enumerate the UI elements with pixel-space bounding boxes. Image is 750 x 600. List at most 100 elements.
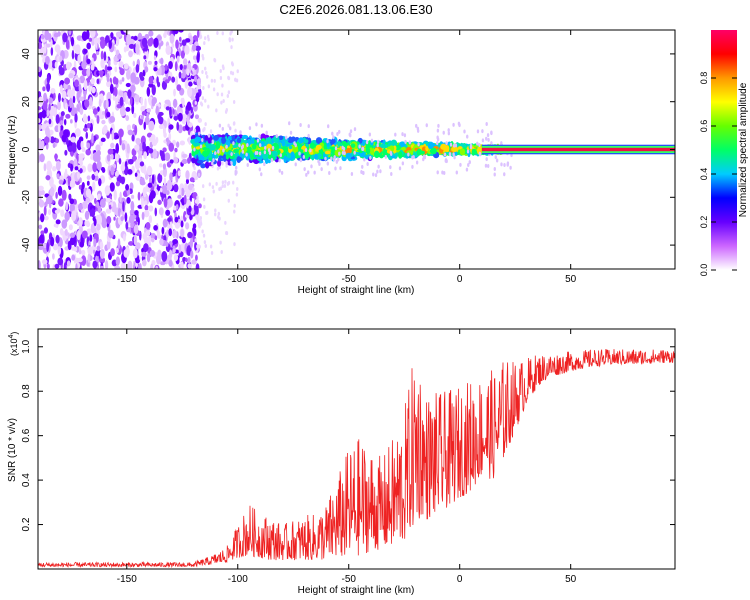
noise-blob — [112, 95, 116, 101]
noise-blob — [87, 253, 91, 263]
snr-panel: -150 -100 -50 0 50 0.2 0.4 0.6 0.8 1.0 Height of… — [7, 328, 676, 596]
signal-halo — [366, 162, 369, 167]
noise-blob — [134, 172, 138, 177]
colorbar-tick-label: 0.8 — [699, 72, 709, 85]
noise-blob — [59, 228, 64, 236]
noise-blob — [223, 183, 227, 188]
noise-blob — [114, 77, 119, 85]
noise-blob — [124, 212, 128, 223]
noise-blob — [68, 193, 72, 201]
noise-blob — [59, 84, 63, 94]
colorbar-tick-label: 0.6 — [699, 120, 709, 133]
signal-halo — [225, 160, 228, 165]
signal-halo — [457, 121, 461, 126]
signal-halo — [307, 133, 310, 138]
signal-blob — [233, 148, 239, 154]
noise-blob — [78, 83, 82, 93]
noise-blob — [86, 68, 91, 77]
noise-blob — [220, 100, 223, 105]
noise-blob — [96, 223, 101, 231]
noise-blob — [73, 246, 78, 252]
y-tick-label: 0.4 — [21, 473, 32, 487]
noise-blob — [176, 55, 180, 63]
signal-halo — [214, 151, 217, 156]
noise-blob — [175, 39, 179, 50]
noise-blob — [154, 207, 158, 217]
noise-blob — [123, 30, 130, 33]
noise-blob — [199, 221, 203, 226]
noise-blob — [205, 74, 209, 79]
colorbar-tick-label: 0.4 — [699, 168, 709, 181]
noise-blob — [69, 202, 75, 213]
noise-blob — [189, 238, 193, 249]
noise-blob — [81, 181, 85, 190]
noise-blob — [201, 53, 204, 58]
signal-blob — [365, 147, 371, 155]
noise-blob — [107, 60, 111, 67]
signal-halo — [377, 139, 380, 144]
signal-halo — [333, 155, 336, 160]
noise-blob — [185, 178, 190, 185]
noise-blob — [96, 78, 100, 85]
noise-blob — [69, 198, 75, 205]
noise-blob — [180, 50, 185, 59]
noise-blob — [67, 145, 73, 153]
signal-halo — [258, 143, 262, 148]
noise-blob — [133, 224, 139, 235]
noise-blob — [222, 98, 225, 103]
noise-blob — [186, 68, 190, 76]
noise-blob — [141, 251, 147, 257]
noise-blob — [69, 97, 73, 109]
signal-blob — [398, 141, 406, 148]
signal-blob — [345, 152, 352, 159]
noise-blob — [74, 44, 81, 55]
noise-blob — [53, 223, 59, 228]
noise-blob — [135, 258, 140, 264]
signal-blob — [374, 150, 380, 159]
signal-blob — [200, 163, 206, 169]
noise-blob — [81, 230, 88, 239]
noise-blob — [215, 181, 218, 186]
noise-blob — [181, 159, 188, 164]
noise-blob — [67, 162, 72, 168]
spectrogram-y-label: Frequency (Hz) — [7, 116, 18, 185]
noise-blob — [196, 195, 199, 200]
noise-blob — [158, 124, 165, 130]
signal-halo — [339, 166, 342, 171]
noise-blob — [165, 45, 172, 56]
noise-blob — [110, 142, 115, 149]
noise-blob — [76, 103, 80, 111]
noise-blob — [62, 32, 68, 43]
noise-blob — [75, 128, 81, 137]
noise-blob — [67, 175, 71, 187]
noise-blob — [161, 226, 165, 235]
noise-blob — [91, 133, 94, 144]
signal-blob — [398, 151, 403, 159]
noise-blob — [71, 210, 77, 222]
noise-blob — [54, 153, 58, 162]
noise-blob — [215, 108, 218, 113]
noise-blob — [207, 37, 210, 42]
noise-blob — [107, 148, 114, 155]
noise-blob — [83, 48, 88, 54]
noise-blob — [219, 75, 223, 80]
noise-blob — [157, 173, 163, 184]
signal-halo — [459, 162, 462, 167]
noise-blob — [173, 115, 179, 121]
signal-blob — [193, 141, 200, 147]
signal-blob — [305, 143, 309, 148]
noise-blob — [233, 121, 236, 126]
noise-blob — [55, 160, 61, 171]
noise-blob — [204, 98, 207, 103]
noise-blob — [168, 249, 173, 259]
noise-blob — [68, 30, 72, 36]
noise-blob — [120, 215, 124, 222]
noise-blob — [125, 69, 131, 80]
signal-blob — [311, 154, 315, 161]
noise-blob — [158, 42, 161, 50]
noise-blob — [94, 38, 98, 49]
noise-blob — [163, 177, 167, 186]
signal-halo — [299, 158, 303, 163]
colorbar: 0.0 0.2 0.4 0.6 0.8 Normalized spectral ampl… — [699, 30, 749, 276]
signal-halo — [415, 160, 419, 165]
